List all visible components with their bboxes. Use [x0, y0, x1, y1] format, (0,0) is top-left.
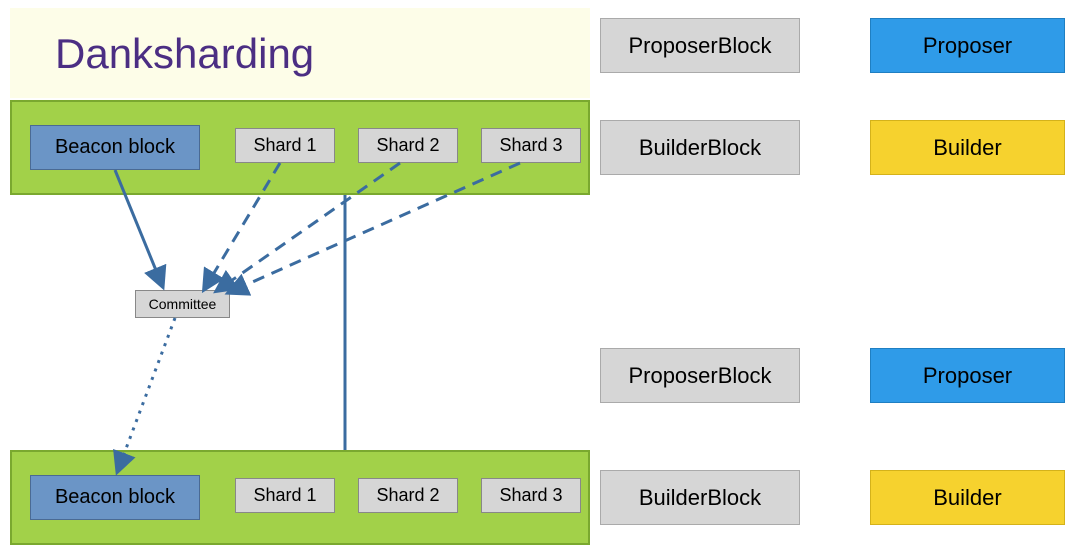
- builder-block-label-1: BuilderBlock: [600, 120, 800, 175]
- builder-role-2: Builder: [870, 470, 1065, 525]
- shard-3-bottom: Shard 3: [481, 478, 581, 513]
- builder-block-label-2: BuilderBlock: [600, 470, 800, 525]
- proposer-role-1: Proposer: [870, 18, 1065, 73]
- beacon-block-2: Beacon block: [30, 475, 200, 520]
- shard-3-top: Shard 3: [481, 128, 581, 163]
- builder-role-1: Builder: [870, 120, 1065, 175]
- beacon-block-1: Beacon block: [30, 125, 200, 170]
- shard-2-top: Shard 2: [358, 128, 458, 163]
- proposer-block-label-1: ProposerBlock: [600, 18, 800, 73]
- shard-1-bottom: Shard 1: [235, 478, 335, 513]
- proposer-role-2: Proposer: [870, 348, 1065, 403]
- diagram-title: Danksharding: [55, 30, 314, 78]
- proposer-block-label-2: ProposerBlock: [600, 348, 800, 403]
- committee-node: Committee: [135, 290, 230, 318]
- shard-1-top: Shard 1: [235, 128, 335, 163]
- shard-2-bottom: Shard 2: [358, 478, 458, 513]
